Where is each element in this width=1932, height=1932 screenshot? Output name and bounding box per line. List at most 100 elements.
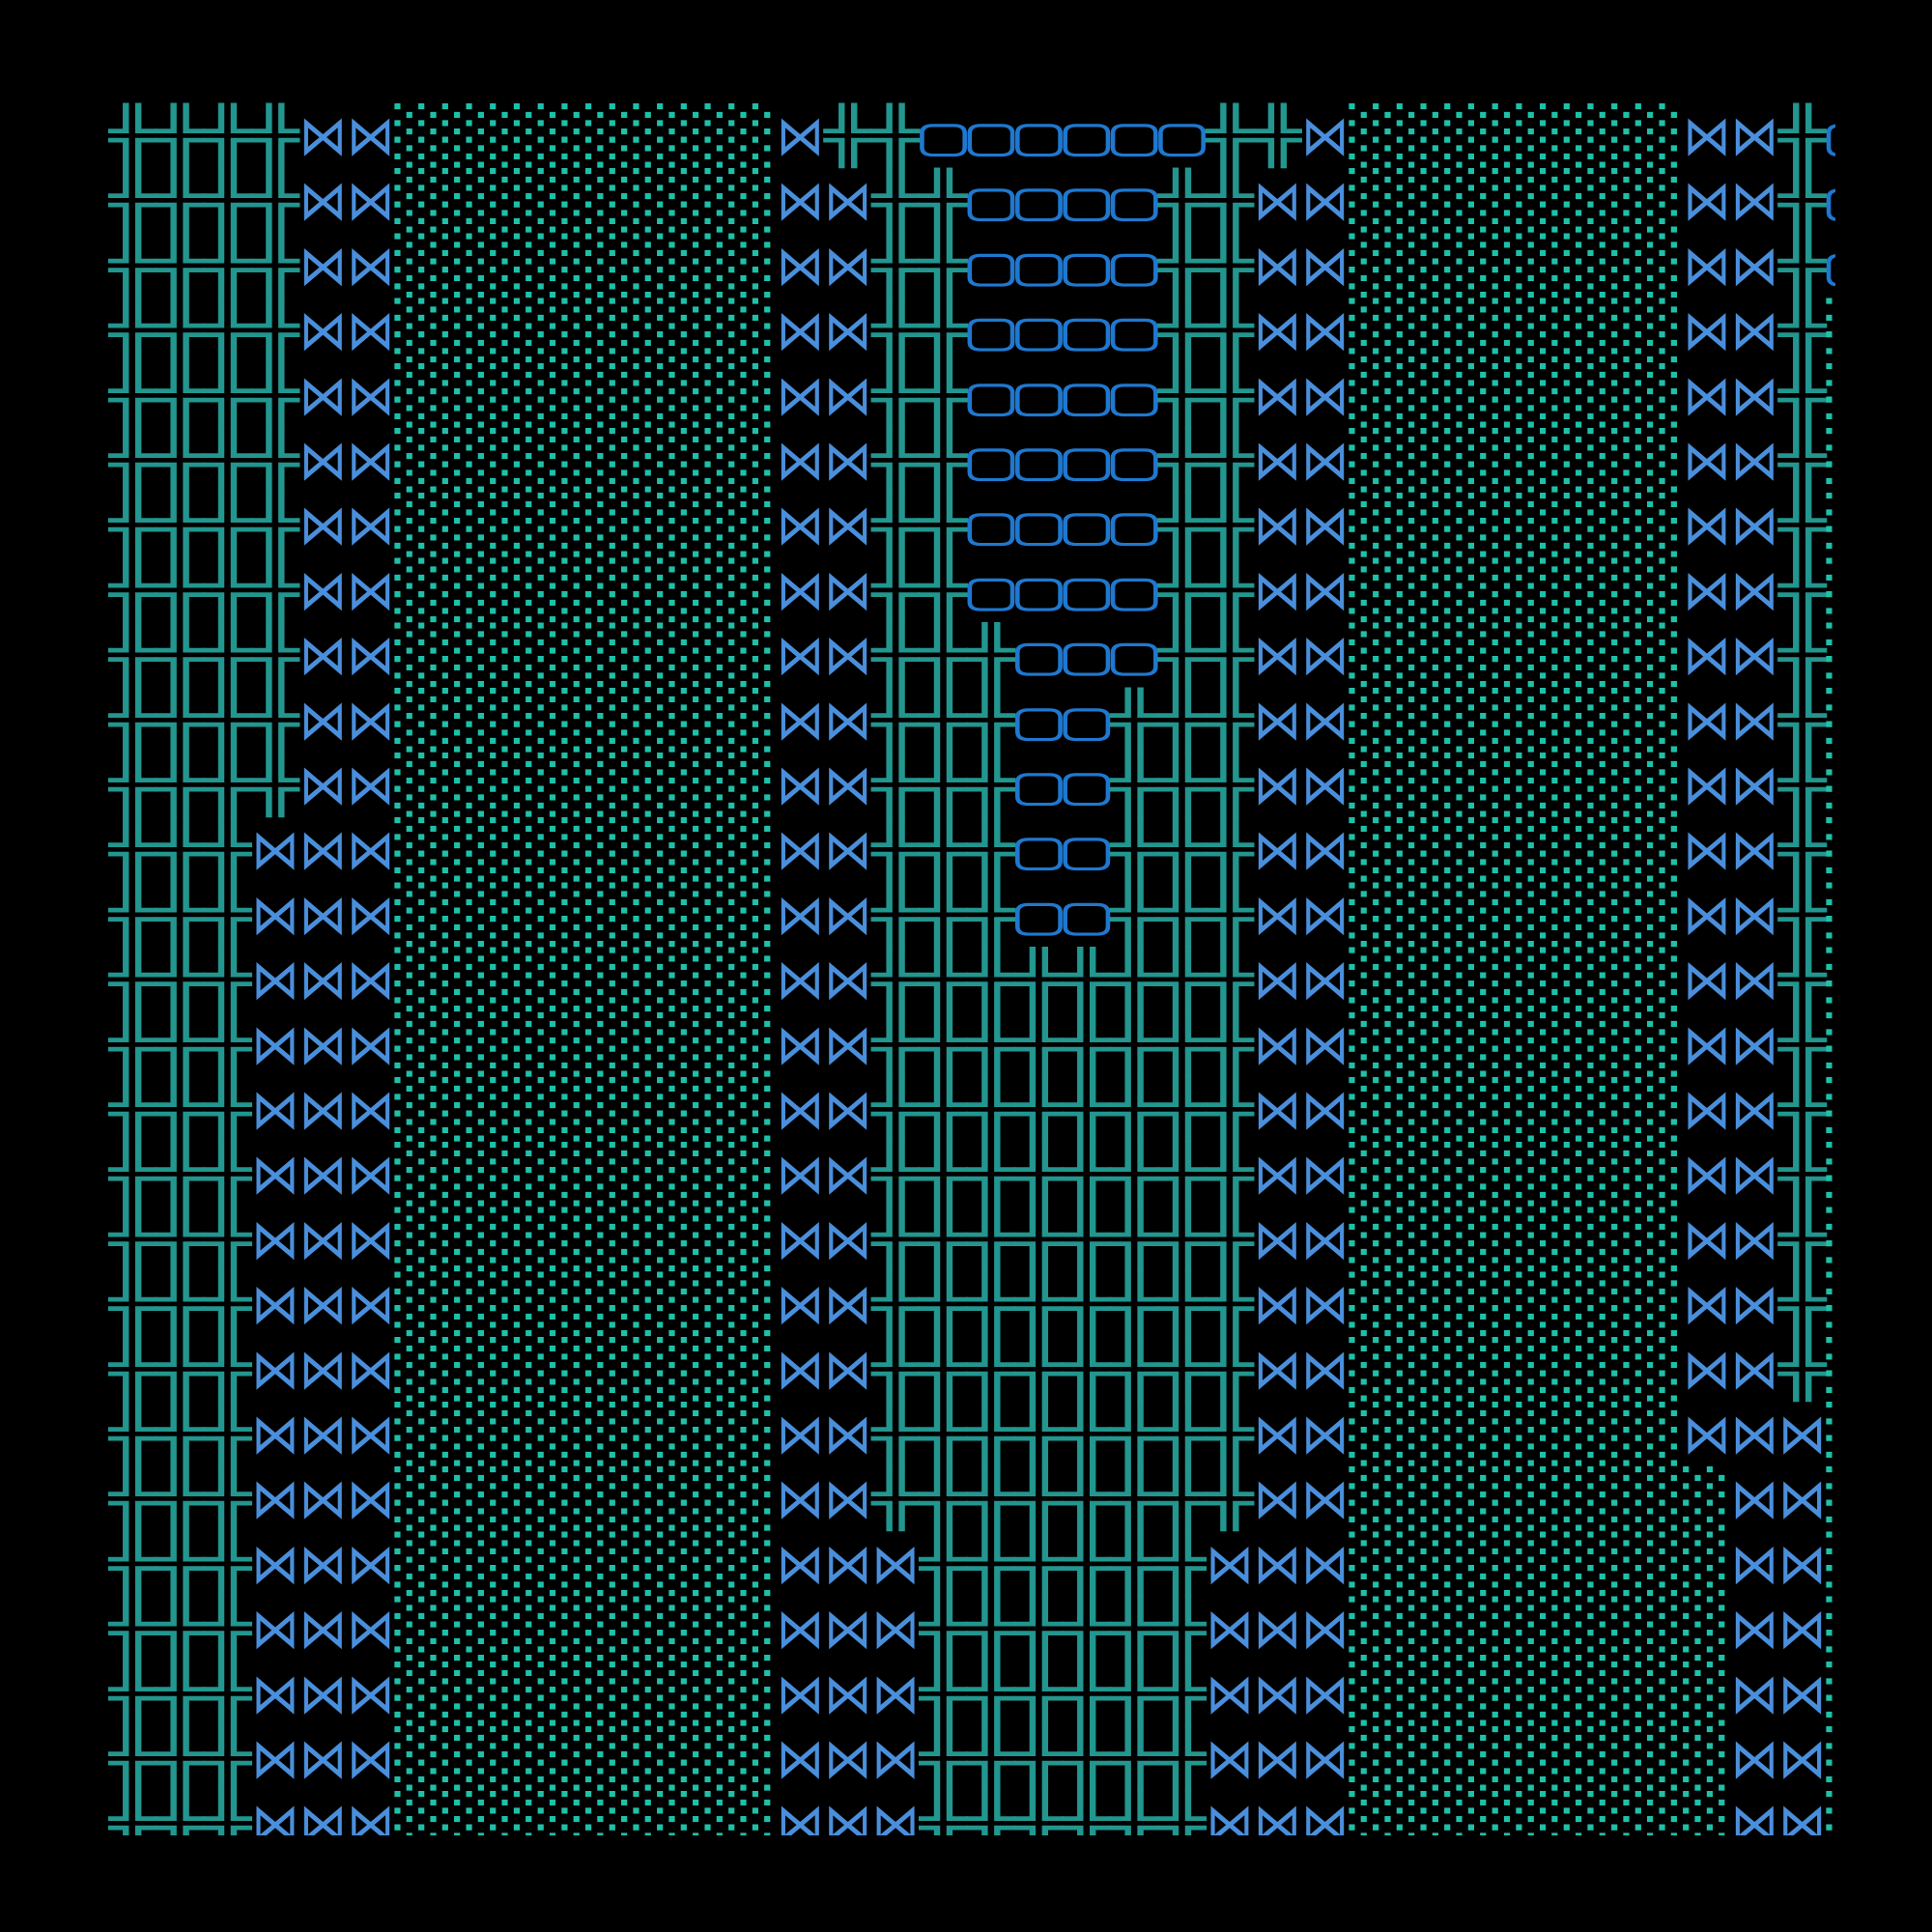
- double-cross-icon: ╬: [1777, 492, 1828, 558]
- light-shade-icon: ░: [442, 233, 490, 298]
- bowtie-icon: ⋈: [777, 818, 824, 882]
- light-shade-icon: ░: [442, 363, 490, 428]
- light-shade-icon: ░: [681, 1142, 728, 1207]
- bowtie-icon: ⋈: [1683, 1143, 1730, 1207]
- light-shade-icon: ░: [1587, 1402, 1634, 1466]
- square-box-icon: ▢: [1063, 494, 1111, 557]
- double-cross-icon: ╬: [1062, 1271, 1112, 1338]
- bowtie-icon: ⋈: [1254, 1208, 1301, 1271]
- square-box-icon: ▢: [1063, 364, 1111, 428]
- double-cross-icon: ╬: [155, 816, 205, 883]
- light-shade-icon: ░: [1349, 363, 1396, 428]
- double-cross-icon: ╬: [1205, 102, 1255, 169]
- bowtie-icon: ⋈: [299, 1467, 347, 1531]
- bowtie-icon: ⋈: [777, 624, 824, 688]
- light-shade-icon: ░: [1397, 168, 1444, 233]
- bowtie-icon: ⋈: [1254, 1467, 1301, 1531]
- double-cross-icon: ╬: [202, 1011, 252, 1078]
- light-shade-icon: ░: [394, 233, 441, 298]
- bowtie-icon: ⋈: [299, 169, 347, 233]
- double-cross-icon: ╬: [1156, 1401, 1207, 1467]
- light-shade-icon: ░: [490, 557, 537, 622]
- double-cross-icon: ╬: [918, 1596, 968, 1662]
- double-cross-icon: ╬: [1062, 1206, 1112, 1272]
- double-cross-icon: ╬: [1205, 556, 1255, 623]
- double-cross-icon: ╬: [918, 1401, 968, 1467]
- double-cross-icon: ╬: [1777, 1076, 1828, 1143]
- light-shade-icon: ░: [1826, 1337, 1873, 1402]
- light-shade-icon: ░: [1492, 1077, 1540, 1142]
- double-cross-icon: ╬: [155, 622, 205, 689]
- light-shade-icon: ░: [1826, 298, 1873, 363]
- double-cross-icon: ╬: [1013, 1011, 1064, 1078]
- bowtie-icon: ⋈: [1301, 104, 1349, 168]
- light-shade-icon: ░: [681, 1662, 728, 1726]
- double-cross-icon: ╬: [1013, 1141, 1064, 1208]
- light-shade-icon: ░: [1587, 1142, 1634, 1207]
- bowtie-icon: ⋈: [1731, 624, 1778, 688]
- bowtie-icon: ⋈: [777, 1598, 824, 1662]
- double-cross-icon: ╬: [155, 102, 205, 169]
- bowtie-icon: ⋈: [299, 1662, 347, 1726]
- square-box-icon: ▢: [1015, 234, 1064, 298]
- light-shade-icon: ░: [538, 493, 585, 557]
- bowtie-icon: ⋈: [1731, 1013, 1778, 1077]
- double-cross-icon: ╬: [1156, 1725, 1207, 1792]
- light-shade-icon: ░: [728, 1337, 776, 1402]
- light-shade-icon: ░: [633, 557, 680, 622]
- light-shade-icon: ░: [1540, 1466, 1587, 1531]
- double-cross-icon: ╬: [966, 1141, 1016, 1208]
- bowtie-icon: ⋈: [1731, 299, 1778, 363]
- light-shade-icon: ░: [1635, 1207, 1683, 1271]
- light-shade-icon: ░: [1587, 1207, 1634, 1271]
- bowtie-icon: ⋈: [1683, 818, 1730, 882]
- double-cross-icon: ╬: [966, 1596, 1016, 1662]
- square-box-icon: ▢: [967, 364, 1015, 428]
- light-shade-icon: ░: [394, 817, 441, 882]
- double-cross-icon: ╬: [918, 362, 968, 429]
- light-shade-icon: ░: [1826, 557, 1873, 622]
- light-shade-icon: ░: [633, 363, 680, 428]
- light-shade-icon: ░: [1397, 1531, 1444, 1596]
- double-cross-icon: ╬: [1205, 492, 1255, 558]
- bowtie-icon: ⋈: [347, 818, 394, 882]
- bowtie-icon: ⋈: [824, 1727, 871, 1791]
- light-shade-icon: ░: [1635, 948, 1683, 1012]
- square-box-icon: ▢: [1015, 753, 1064, 817]
- light-shade-icon: ░: [1587, 623, 1634, 688]
- double-cross-icon: ╬: [250, 427, 300, 494]
- light-shade-icon: ░: [538, 1402, 585, 1466]
- double-cross-icon: ╬: [966, 622, 1016, 689]
- double-cross-icon: ╬: [1013, 1661, 1064, 1727]
- light-shade-icon: ░: [728, 557, 776, 622]
- light-shade-icon: ░: [1540, 882, 1587, 947]
- bowtie-icon: ⋈: [777, 169, 824, 233]
- square-box-icon: ▢: [1063, 104, 1111, 168]
- bowtie-icon: ⋈: [1254, 234, 1301, 298]
- bowtie-icon: ⋈: [1254, 1662, 1301, 1726]
- double-cross-icon: ╬: [1205, 298, 1255, 364]
- double-cross-icon: ╬: [1205, 167, 1255, 234]
- light-shade-icon: ░: [1587, 557, 1634, 622]
- light-shade-icon: ░: [394, 1402, 441, 1466]
- square-box-icon: ▢: [1063, 429, 1111, 493]
- light-shade-icon: ░: [490, 1402, 537, 1466]
- double-cross-icon: ╬: [250, 687, 300, 753]
- light-shade-icon: ░: [1635, 493, 1683, 557]
- double-cross-icon: ╬: [918, 816, 968, 883]
- light-shade-icon: ░: [442, 1012, 490, 1077]
- bowtie-icon: ⋈: [824, 624, 871, 688]
- light-shade-icon: ░: [1635, 1272, 1683, 1337]
- light-shade-icon: ░: [1444, 688, 1492, 753]
- light-shade-icon: ░: [633, 1077, 680, 1142]
- double-cross-icon: ╬: [1062, 947, 1112, 1013]
- bowtie-icon: ⋈: [1683, 234, 1730, 298]
- bowtie-icon: ⋈: [299, 1143, 347, 1207]
- light-shade-icon: ░: [728, 817, 776, 882]
- double-cross-icon: ╬: [1777, 362, 1828, 429]
- double-cross-icon: ╬: [1109, 1725, 1159, 1792]
- double-cross-icon: ╬: [202, 492, 252, 558]
- double-cross-icon: ╬: [155, 1790, 205, 1857]
- light-shade-icon: ░: [1444, 1337, 1492, 1402]
- bowtie-icon: ⋈: [1254, 624, 1301, 688]
